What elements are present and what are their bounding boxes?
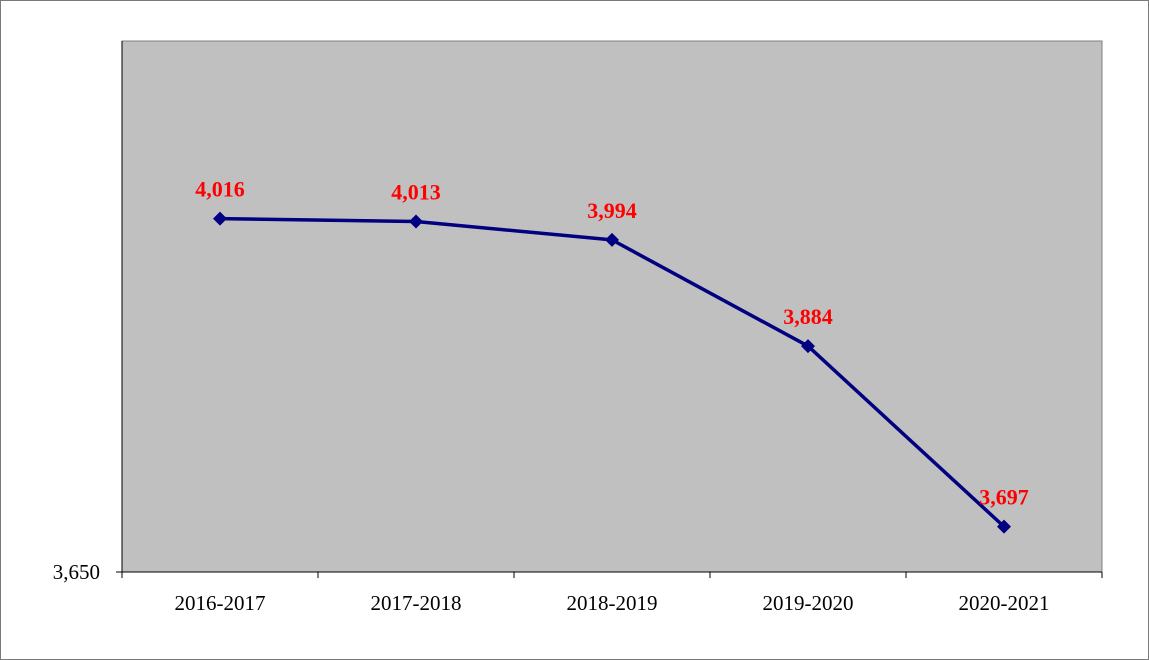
data-point-marker <box>605 232 619 247</box>
data-point-marker <box>997 519 1011 534</box>
data-point-marker <box>801 339 815 354</box>
x-tick-label: 2017-2018 <box>371 591 462 615</box>
data-label: 4,013 <box>391 180 441 205</box>
x-tick-label: 2018-2019 <box>567 591 658 615</box>
data-label: 4,016 <box>195 177 245 202</box>
series-revenue <box>213 211 1011 534</box>
x-tick-label: 2019-2020 <box>763 591 854 615</box>
plot-area <box>121 40 1103 573</box>
data-point-marker <box>409 214 423 229</box>
data-label: 3,697 <box>979 485 1029 510</box>
data-label: 3,884 <box>783 304 833 329</box>
data-label: 3,994 <box>587 198 637 223</box>
x-tick-label: 2020-2021 <box>959 591 1050 615</box>
axes: 2016-2017 2017-2018 2018-2019 2019-2020 2020… <box>53 41 1103 615</box>
y-tick-label: 3,650 <box>53 560 100 584</box>
x-tick-label: 2016-2017 <box>175 591 266 615</box>
data-point-marker <box>213 211 227 226</box>
data-labels: 4,016 4,013 3,994 3,884 3,697 <box>195 177 1029 510</box>
